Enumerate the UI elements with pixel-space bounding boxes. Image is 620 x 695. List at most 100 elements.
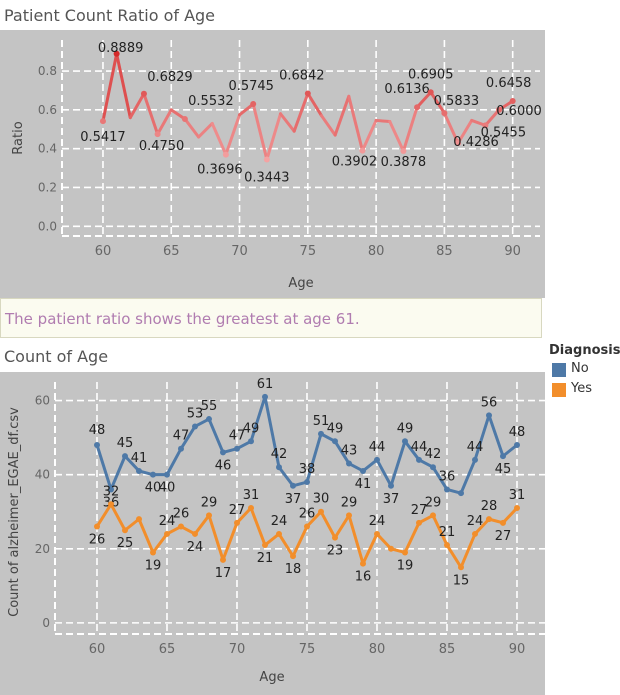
ratio-data-label: 0.3696 bbox=[197, 163, 243, 178]
count-data-label: 21 bbox=[439, 525, 456, 540]
ratio-chart: 60 65 70 75 80 85 90 0.0 0.2 0.4 0.6 0.8 Age Ratio 0.5… bbox=[0, 30, 545, 298]
ratio-data-label: 0.6000 bbox=[496, 104, 542, 119]
legend-swatch-no bbox=[552, 363, 566, 377]
series-point-no bbox=[402, 438, 408, 445]
ratio-line-segment bbox=[279, 112, 296, 133]
y-tick-label: 0.2 bbox=[38, 180, 57, 194]
ratio-line-segment bbox=[374, 118, 392, 124]
series-point-yes bbox=[374, 530, 380, 537]
ratio-line-segment bbox=[156, 108, 173, 136]
ratio-data-label: 0.6829 bbox=[147, 70, 193, 85]
ratio-point bbox=[250, 101, 257, 108]
series-point-yes bbox=[444, 542, 450, 549]
series-point-yes bbox=[514, 505, 520, 511]
count-data-label: 47 bbox=[173, 429, 190, 444]
ratio-point bbox=[427, 89, 434, 96]
series-point-no bbox=[360, 467, 366, 474]
ratio-line-segment bbox=[388, 120, 405, 153]
y-tick-label: 0 bbox=[42, 616, 50, 630]
series-point-yes bbox=[178, 523, 184, 530]
count-data-label: 44 bbox=[467, 440, 484, 455]
ratio-line-segment bbox=[265, 112, 283, 161]
ratio-line-segment bbox=[142, 92, 160, 136]
series-point-no bbox=[444, 486, 450, 493]
ratio-line-segment bbox=[292, 92, 310, 133]
chart1-title: Patient Count Ratio of Age bbox=[4, 6, 216, 25]
ratio-data-label: 0.5532 bbox=[188, 94, 234, 109]
y-tick-label: 20 bbox=[35, 542, 50, 556]
legend-label-yes: Yes bbox=[571, 381, 592, 396]
ratio-line-segment bbox=[210, 121, 228, 157]
count-data-label: 45 bbox=[117, 436, 134, 451]
count-data-label: 19 bbox=[397, 558, 414, 573]
series-point-no bbox=[486, 412, 492, 419]
count-data-label: 47 bbox=[229, 429, 246, 444]
series-point-no bbox=[122, 453, 128, 460]
series-point-no bbox=[318, 430, 324, 437]
count-data-label: 49 bbox=[243, 421, 260, 436]
count-data-label: 45 bbox=[495, 462, 512, 477]
count-data-label: 17 bbox=[215, 566, 232, 581]
series-point-no bbox=[108, 486, 114, 493]
series-point-yes bbox=[108, 501, 114, 508]
series-point-yes bbox=[304, 523, 310, 530]
ratio-line-segment bbox=[456, 118, 474, 145]
ratio-point bbox=[140, 90, 147, 97]
ratio-data-label: 0.5455 bbox=[481, 125, 527, 140]
count-data-label: 38 bbox=[299, 462, 316, 477]
ratio-data-label: 0.4750 bbox=[139, 139, 185, 154]
x-axis-title: Age bbox=[288, 276, 313, 291]
count-data-label: 29 bbox=[425, 495, 442, 510]
ratio-line-segment bbox=[101, 52, 119, 123]
series-point-no bbox=[514, 442, 520, 448]
series-point-yes bbox=[276, 530, 282, 537]
count-data-label: 30 bbox=[313, 492, 330, 507]
series-point-yes bbox=[402, 549, 408, 556]
x-tick-label: 70 bbox=[229, 642, 246, 657]
series-point-no bbox=[220, 449, 226, 456]
x-tick-label: 60 bbox=[89, 642, 106, 657]
legend-title: Diagnosis bbox=[549, 343, 620, 358]
count-data-label: 53 bbox=[187, 406, 204, 421]
series-point-yes bbox=[136, 516, 142, 523]
series-point-no bbox=[304, 479, 310, 486]
series-point-yes bbox=[416, 519, 422, 526]
count-data-label: 32 bbox=[103, 484, 120, 499]
count-data-label: 29 bbox=[341, 495, 358, 510]
x-tick-label: 85 bbox=[436, 244, 453, 259]
ratio-point bbox=[359, 147, 366, 154]
ratio-point bbox=[482, 122, 489, 129]
series-point-no bbox=[164, 471, 170, 478]
legend-item-yes[interactable]: Yes bbox=[549, 380, 619, 400]
x-tick-label: 75 bbox=[299, 642, 316, 657]
count-chart: 60 65 70 75 80 85 90 0 20 40 60 Age Count of alzheim… bbox=[0, 372, 545, 695]
ratio-line-segment bbox=[251, 102, 269, 161]
series-point-yes bbox=[290, 553, 296, 560]
count-data-label: 49 bbox=[397, 421, 414, 436]
count-data-label: 42 bbox=[425, 447, 442, 462]
series-point-no bbox=[458, 490, 464, 497]
count-data-label: 40 bbox=[159, 481, 176, 496]
count-data-label: 44 bbox=[411, 440, 428, 455]
ratio-line-segment bbox=[360, 118, 378, 153]
x-tick-label: 90 bbox=[504, 244, 521, 259]
series-point-yes bbox=[500, 519, 506, 526]
x-tick-label: 80 bbox=[368, 244, 385, 259]
count-data-label: 31 bbox=[243, 488, 260, 503]
series-point-no bbox=[374, 456, 380, 463]
legend-item-no[interactable]: No bbox=[549, 360, 619, 380]
count-data-label: 18 bbox=[285, 562, 302, 577]
count-data-label: 46 bbox=[215, 458, 232, 473]
series-point-yes bbox=[346, 512, 352, 519]
count-data-label: 24 bbox=[369, 514, 386, 529]
series-point-no bbox=[290, 482, 296, 489]
ratio-line-segment bbox=[224, 113, 242, 157]
legend-label-no: No bbox=[571, 361, 589, 376]
count-data-label: 23 bbox=[327, 544, 344, 559]
series-point-no bbox=[276, 464, 282, 471]
ratio-point bbox=[181, 115, 188, 122]
ratio-data-label: 0.5833 bbox=[434, 94, 480, 109]
series-point-no bbox=[388, 482, 394, 489]
count-data-label: 26 bbox=[299, 507, 316, 522]
y-tick-label: 0.0 bbox=[38, 219, 57, 233]
